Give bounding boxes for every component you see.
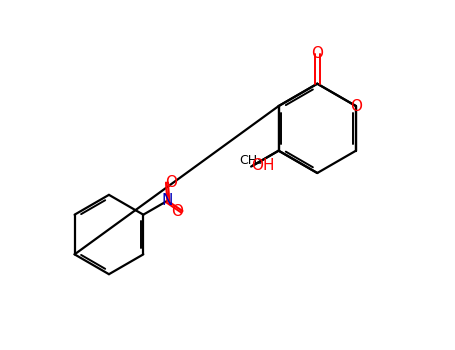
Text: OH: OH — [251, 158, 274, 173]
Text: O: O — [350, 99, 362, 113]
Text: CH₃: CH₃ — [240, 154, 263, 167]
Text: O: O — [172, 203, 183, 218]
Text: O: O — [311, 47, 324, 62]
Text: N: N — [162, 193, 173, 208]
Text: O: O — [165, 175, 177, 190]
